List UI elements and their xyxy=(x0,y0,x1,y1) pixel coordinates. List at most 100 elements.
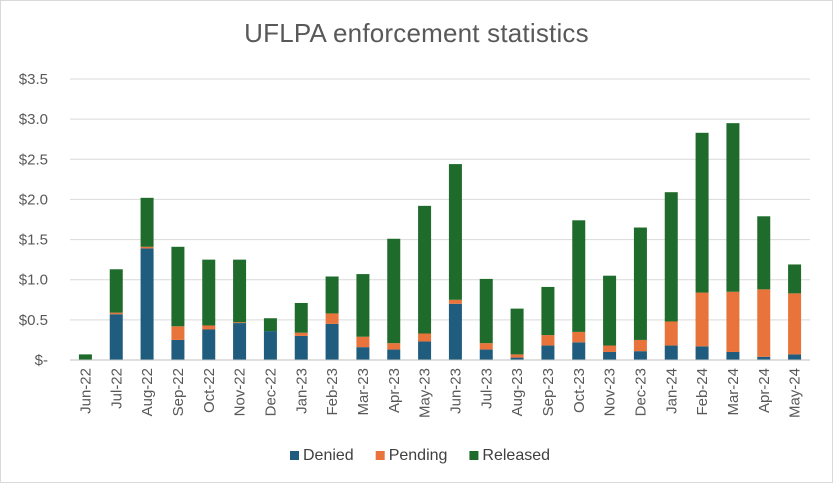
legend-label-denied: Denied xyxy=(303,447,354,464)
x-tick-label: Dec-22 xyxy=(262,368,279,416)
y-tick-label: $0.5 xyxy=(19,312,48,329)
x-tick-label: Sep-22 xyxy=(170,368,187,416)
bar-released-feb-24 xyxy=(695,132,709,293)
x-tick-label: Aug-22 xyxy=(139,368,156,416)
bar-released-dec-23 xyxy=(633,227,647,340)
bar-released-mar-24 xyxy=(726,123,740,292)
bar-released-sep-23 xyxy=(541,286,555,336)
bar-pending-aug-23 xyxy=(510,354,524,358)
x-tick-label: Oct-22 xyxy=(201,368,218,413)
bar-released-jun-22 xyxy=(78,354,92,360)
bar-released-sep-22 xyxy=(171,246,185,327)
bar-pending-may-24 xyxy=(788,293,802,355)
bar-denied-nov-23 xyxy=(603,351,617,360)
bar-denied-aug-22 xyxy=(140,248,154,360)
bar-denied-apr-23 xyxy=(387,349,401,360)
y-tick-label: $3.0 xyxy=(19,111,48,128)
bar-denied-oct-23 xyxy=(572,342,586,360)
bar-denied-apr-24 xyxy=(757,356,771,360)
bar-pending-jul-22 xyxy=(109,312,123,315)
x-tick-label: Jun-23 xyxy=(447,368,464,414)
bar-denied-dec-23 xyxy=(633,351,647,360)
legend-label-released: Released xyxy=(482,447,550,464)
legend-label-pending: Pending xyxy=(389,447,448,464)
bar-denied-aug-23 xyxy=(510,357,524,360)
bar-denied-mar-23 xyxy=(356,347,370,360)
bar-denied-may-24 xyxy=(788,354,802,360)
bar-pending-oct-22 xyxy=(202,325,216,330)
bar-released-aug-22 xyxy=(140,197,154,247)
y-tick-label: $3.5 xyxy=(19,71,48,88)
axes: $- $0.5 $1.0 $1.5 $2.0 $2.5 $3.0 $3.5 Jun-22 Jul-… xyxy=(19,71,810,418)
bar-released-feb-23 xyxy=(325,276,339,314)
chart-title: UFLPA enforcement statistics xyxy=(244,18,589,48)
x-tick-label: Jan-24 xyxy=(663,368,680,414)
y-tick-label: $- xyxy=(35,352,48,369)
x-tick-label: Aug-23 xyxy=(509,368,526,416)
bar-released-nov-22 xyxy=(233,259,247,323)
x-tick-label: Nov-23 xyxy=(602,368,619,416)
legend-swatch-released xyxy=(469,451,479,460)
bar-released-may-24 xyxy=(788,264,802,294)
legend-swatch-pending xyxy=(375,451,385,460)
bar-released-jul-23 xyxy=(479,278,493,344)
x-tick-label: Oct-23 xyxy=(571,368,588,413)
bar-released-apr-23 xyxy=(387,238,401,344)
bar-released-apr-24 xyxy=(757,216,771,290)
bar-pending-mar-24 xyxy=(726,291,740,352)
x-tick-label: Feb-23 xyxy=(324,368,341,416)
bar-denied-sep-23 xyxy=(541,345,555,360)
bar-denied-feb-24 xyxy=(695,346,709,360)
bar-pending-jan-23 xyxy=(294,332,308,336)
y-tick-label: $1.5 xyxy=(19,232,48,249)
bar-pending-sep-23 xyxy=(541,335,555,346)
bar-released-jan-24 xyxy=(664,192,678,322)
y-tick-label: $2.5 xyxy=(19,151,48,168)
bar-denied-dec-22 xyxy=(263,331,277,360)
bar-pending-jul-23 xyxy=(479,343,493,350)
bar-released-jul-22 xyxy=(109,269,123,313)
bar-released-aug-23 xyxy=(510,308,524,355)
x-tick-label: Jul-22 xyxy=(108,368,125,409)
bar-pending-oct-23 xyxy=(572,331,586,343)
y-tick-label: $2.0 xyxy=(19,191,48,208)
bar-pending-dec-23 xyxy=(633,339,647,352)
bar-pending-apr-24 xyxy=(757,289,771,357)
gridlines xyxy=(70,78,810,321)
bar-denied-sep-22 xyxy=(171,339,185,360)
bar-released-may-23 xyxy=(418,205,432,334)
bar-pending-sep-22 xyxy=(171,326,185,340)
bar-pending-mar-23 xyxy=(356,336,370,348)
x-tick-label: Mar-23 xyxy=(355,368,372,416)
bar-pending-feb-24 xyxy=(695,292,709,347)
bar-pending-may-23 xyxy=(418,333,432,342)
bar-denied-jul-23 xyxy=(479,349,493,360)
bar-released-jan-23 xyxy=(294,302,308,333)
bar-denied-jan-24 xyxy=(664,345,678,360)
bars xyxy=(78,123,802,360)
bar-pending-nov-23 xyxy=(603,345,617,352)
x-tick-label: Feb-24 xyxy=(694,368,711,416)
x-tick-label: Apr-24 xyxy=(756,368,773,413)
bar-released-oct-22 xyxy=(202,259,216,326)
bar-pending-feb-23 xyxy=(325,313,339,324)
x-tick-label: Jun-22 xyxy=(77,368,94,414)
x-tick-label: Sep-23 xyxy=(540,368,557,416)
bar-pending-nov-22 xyxy=(233,322,247,324)
bar-denied-may-23 xyxy=(418,341,432,360)
bar-released-dec-22 xyxy=(263,318,277,332)
y-tick-label: $1.0 xyxy=(19,272,48,289)
bar-denied-jan-23 xyxy=(294,335,308,360)
x-tick-label: Dec-23 xyxy=(632,368,649,416)
bar-denied-feb-23 xyxy=(325,323,339,360)
bar-pending-jun-23 xyxy=(448,299,462,304)
x-tick-label: May-24 xyxy=(787,368,804,418)
legend-swatch-denied xyxy=(290,451,299,460)
bar-denied-jul-22 xyxy=(109,314,123,360)
x-tick-label: Jul-23 xyxy=(478,368,495,409)
bar-pending-aug-22 xyxy=(140,246,154,249)
x-tick-label: Apr-23 xyxy=(386,368,403,413)
x-tick-label: Mar-24 xyxy=(725,368,742,416)
bar-released-mar-23 xyxy=(356,274,370,337)
